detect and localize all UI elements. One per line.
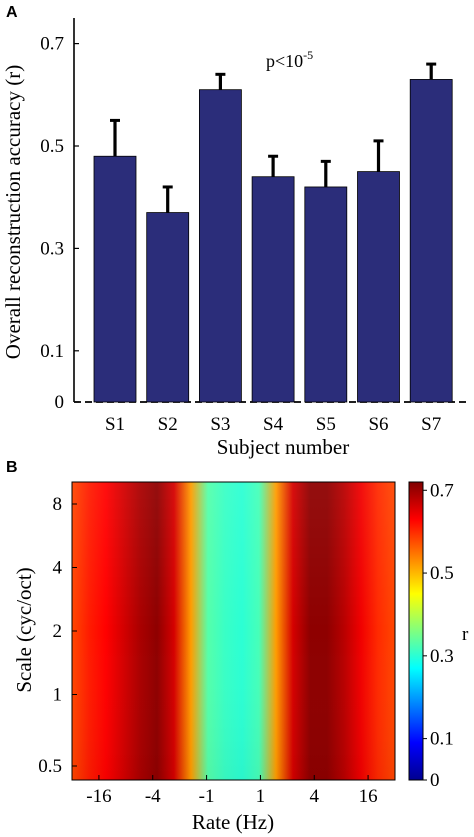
heatmap-y-tick-label: 2 (53, 621, 63, 642)
heatmap-shading (72, 482, 395, 780)
x-ticks: S1 S2 S3 S4 S5 S6 S7 (105, 414, 441, 435)
y-tick-label: 0 (55, 392, 65, 413)
panel-b: B -16 -4 -1 1 4 16 8 4 2 1 0.5 Rate (Hz) Scale (c… (6, 459, 469, 834)
error-bars (110, 62, 437, 213)
heatmap-x-tick-label: -1 (199, 786, 215, 807)
y-tick-label: 0.1 (40, 341, 64, 362)
heatmap (71, 481, 396, 781)
y-axis-label: Overall reconstruction accuracy (r) (1, 65, 25, 359)
p-value-base: p<10 (266, 51, 303, 71)
heatmap-y-tick-label: 8 (53, 494, 63, 515)
colorbar-ticks: 0.7 0.5 0.3 0.1 0 (423, 480, 454, 791)
bar-s1 (93, 155, 137, 403)
colorbar-tick-label: 0.3 (430, 646, 454, 667)
heatmap-x-ticks: -16 -4 -1 1 4 16 (86, 775, 378, 807)
colorbar-tick-label: 0.1 (430, 729, 454, 750)
y-ticks: 0 0.1 0.3 0.5 0.7 (40, 34, 79, 413)
bars (93, 79, 453, 403)
x-tick-label: S6 (368, 414, 388, 435)
panel-a: A 0 0.1 0.3 0.5 0.7 Overall reconstruction a… (1, 4, 468, 459)
bar-s2 (146, 212, 190, 403)
y-tick-label: 0.5 (40, 136, 64, 157)
bar-s3 (198, 89, 242, 403)
bar-s6 (357, 171, 400, 403)
colorbar-tick-label: 0.7 (430, 480, 454, 501)
p-value-exponent: -5 (303, 48, 313, 62)
colorbar-tick-label: 0.5 (430, 563, 454, 584)
heatmap-y-axis-label: Scale (cyc/oct) (12, 567, 36, 692)
heatmap-x-axis-label: Rate (Hz) (192, 810, 274, 834)
x-axis-label: Subject number (217, 435, 349, 459)
heatmap-x-tick-label: 4 (310, 786, 320, 807)
colorbar-scale (408, 481, 424, 781)
heatmap-x-tick-label: -16 (86, 786, 111, 807)
heatmap-y-tick-label: 1 (53, 685, 63, 706)
x-tick-label: S7 (421, 414, 441, 435)
p-value-annotation: p<10-5 (266, 48, 313, 71)
x-tick-label: S3 (210, 414, 230, 435)
colorbar: 0.7 0.5 0.3 0.1 0 r (408, 480, 469, 791)
bar-s7 (409, 79, 453, 403)
bar-s4 (251, 176, 295, 403)
y-tick-label: 0.3 (40, 238, 64, 259)
panel-b-letter: B (6, 459, 18, 476)
x-tick-label: S4 (263, 414, 284, 435)
heatmap-x-tick-label: -4 (145, 786, 161, 807)
bar-s5 (304, 186, 348, 403)
heatmap-y-tick-label: 4 (53, 558, 63, 579)
heatmap-y-tick-label: 0.5 (38, 756, 62, 777)
x-tick-label: S2 (158, 414, 178, 435)
x-tick-label: S1 (105, 414, 125, 435)
heatmap-x-tick-label: 1 (256, 786, 266, 807)
panel-a-y-axis: 0 0.1 0.3 0.5 0.7 Overall reconstruction acc… (1, 18, 79, 413)
x-tick-label: S5 (316, 414, 336, 435)
colorbar-label: r (462, 624, 469, 645)
heatmap-y-ticks: 8 4 2 1 0.5 (38, 494, 77, 777)
y-tick-label: 0.7 (40, 34, 64, 55)
colorbar-tick-label: 0 (430, 770, 440, 791)
panel-a-letter: A (6, 4, 18, 21)
heatmap-x-tick-label: 16 (359, 786, 378, 807)
